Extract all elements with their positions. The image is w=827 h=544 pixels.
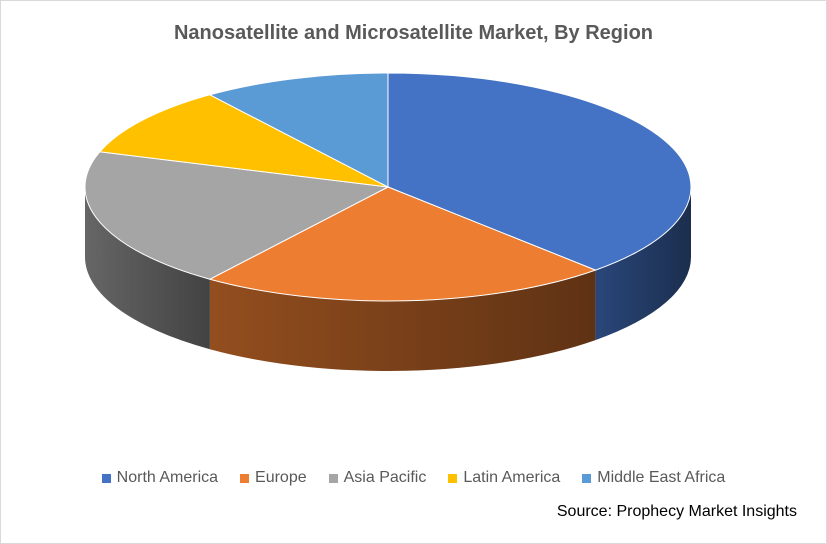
slice-latin-america: [98, 94, 389, 188]
legend-item-middle-east-africa: Middle East Africa: [582, 469, 725, 487]
legend-label: Asia Pacific: [343, 469, 427, 486]
legend-item-north-america: North America: [101, 469, 219, 487]
slice-side-asia-pacific: [85, 187, 210, 350]
legend-swatch: [240, 473, 250, 483]
slice-asia-pacific: [84, 151, 390, 280]
legend-label: Latin America: [463, 469, 561, 486]
legend-label: Middle East Africa: [597, 469, 726, 486]
legend-swatch: [101, 473, 111, 483]
legend-label: Europe: [255, 469, 307, 486]
slice-europe: [208, 186, 597, 302]
legend-swatch: [582, 473, 592, 483]
legend-item-europe: Europe: [240, 469, 307, 487]
source-note: Source: Prophecy Market Insights: [557, 503, 797, 521]
legend-swatch: [328, 473, 338, 483]
source-text: Prophecy Market Insights: [616, 503, 797, 520]
slice-side-north-america: [595, 187, 691, 341]
slice-north-america: [387, 72, 692, 271]
chart-title: Nanosatellite and Microsatellite Market,…: [173, 22, 653, 44]
slice-middle-east-africa: [208, 72, 389, 188]
legend-label: North America: [116, 469, 219, 486]
slice-side-europe: [209, 270, 596, 371]
legend-item-asia-pacific: Asia Pacific: [328, 469, 427, 487]
chart-legend: North America Europe Asia Pacific Latin Ame…: [0, 469, 827, 487]
source-label: Source:: [556, 503, 613, 520]
legend-item-latin-america: Latin America: [448, 469, 560, 487]
legend-swatch: [448, 473, 458, 483]
